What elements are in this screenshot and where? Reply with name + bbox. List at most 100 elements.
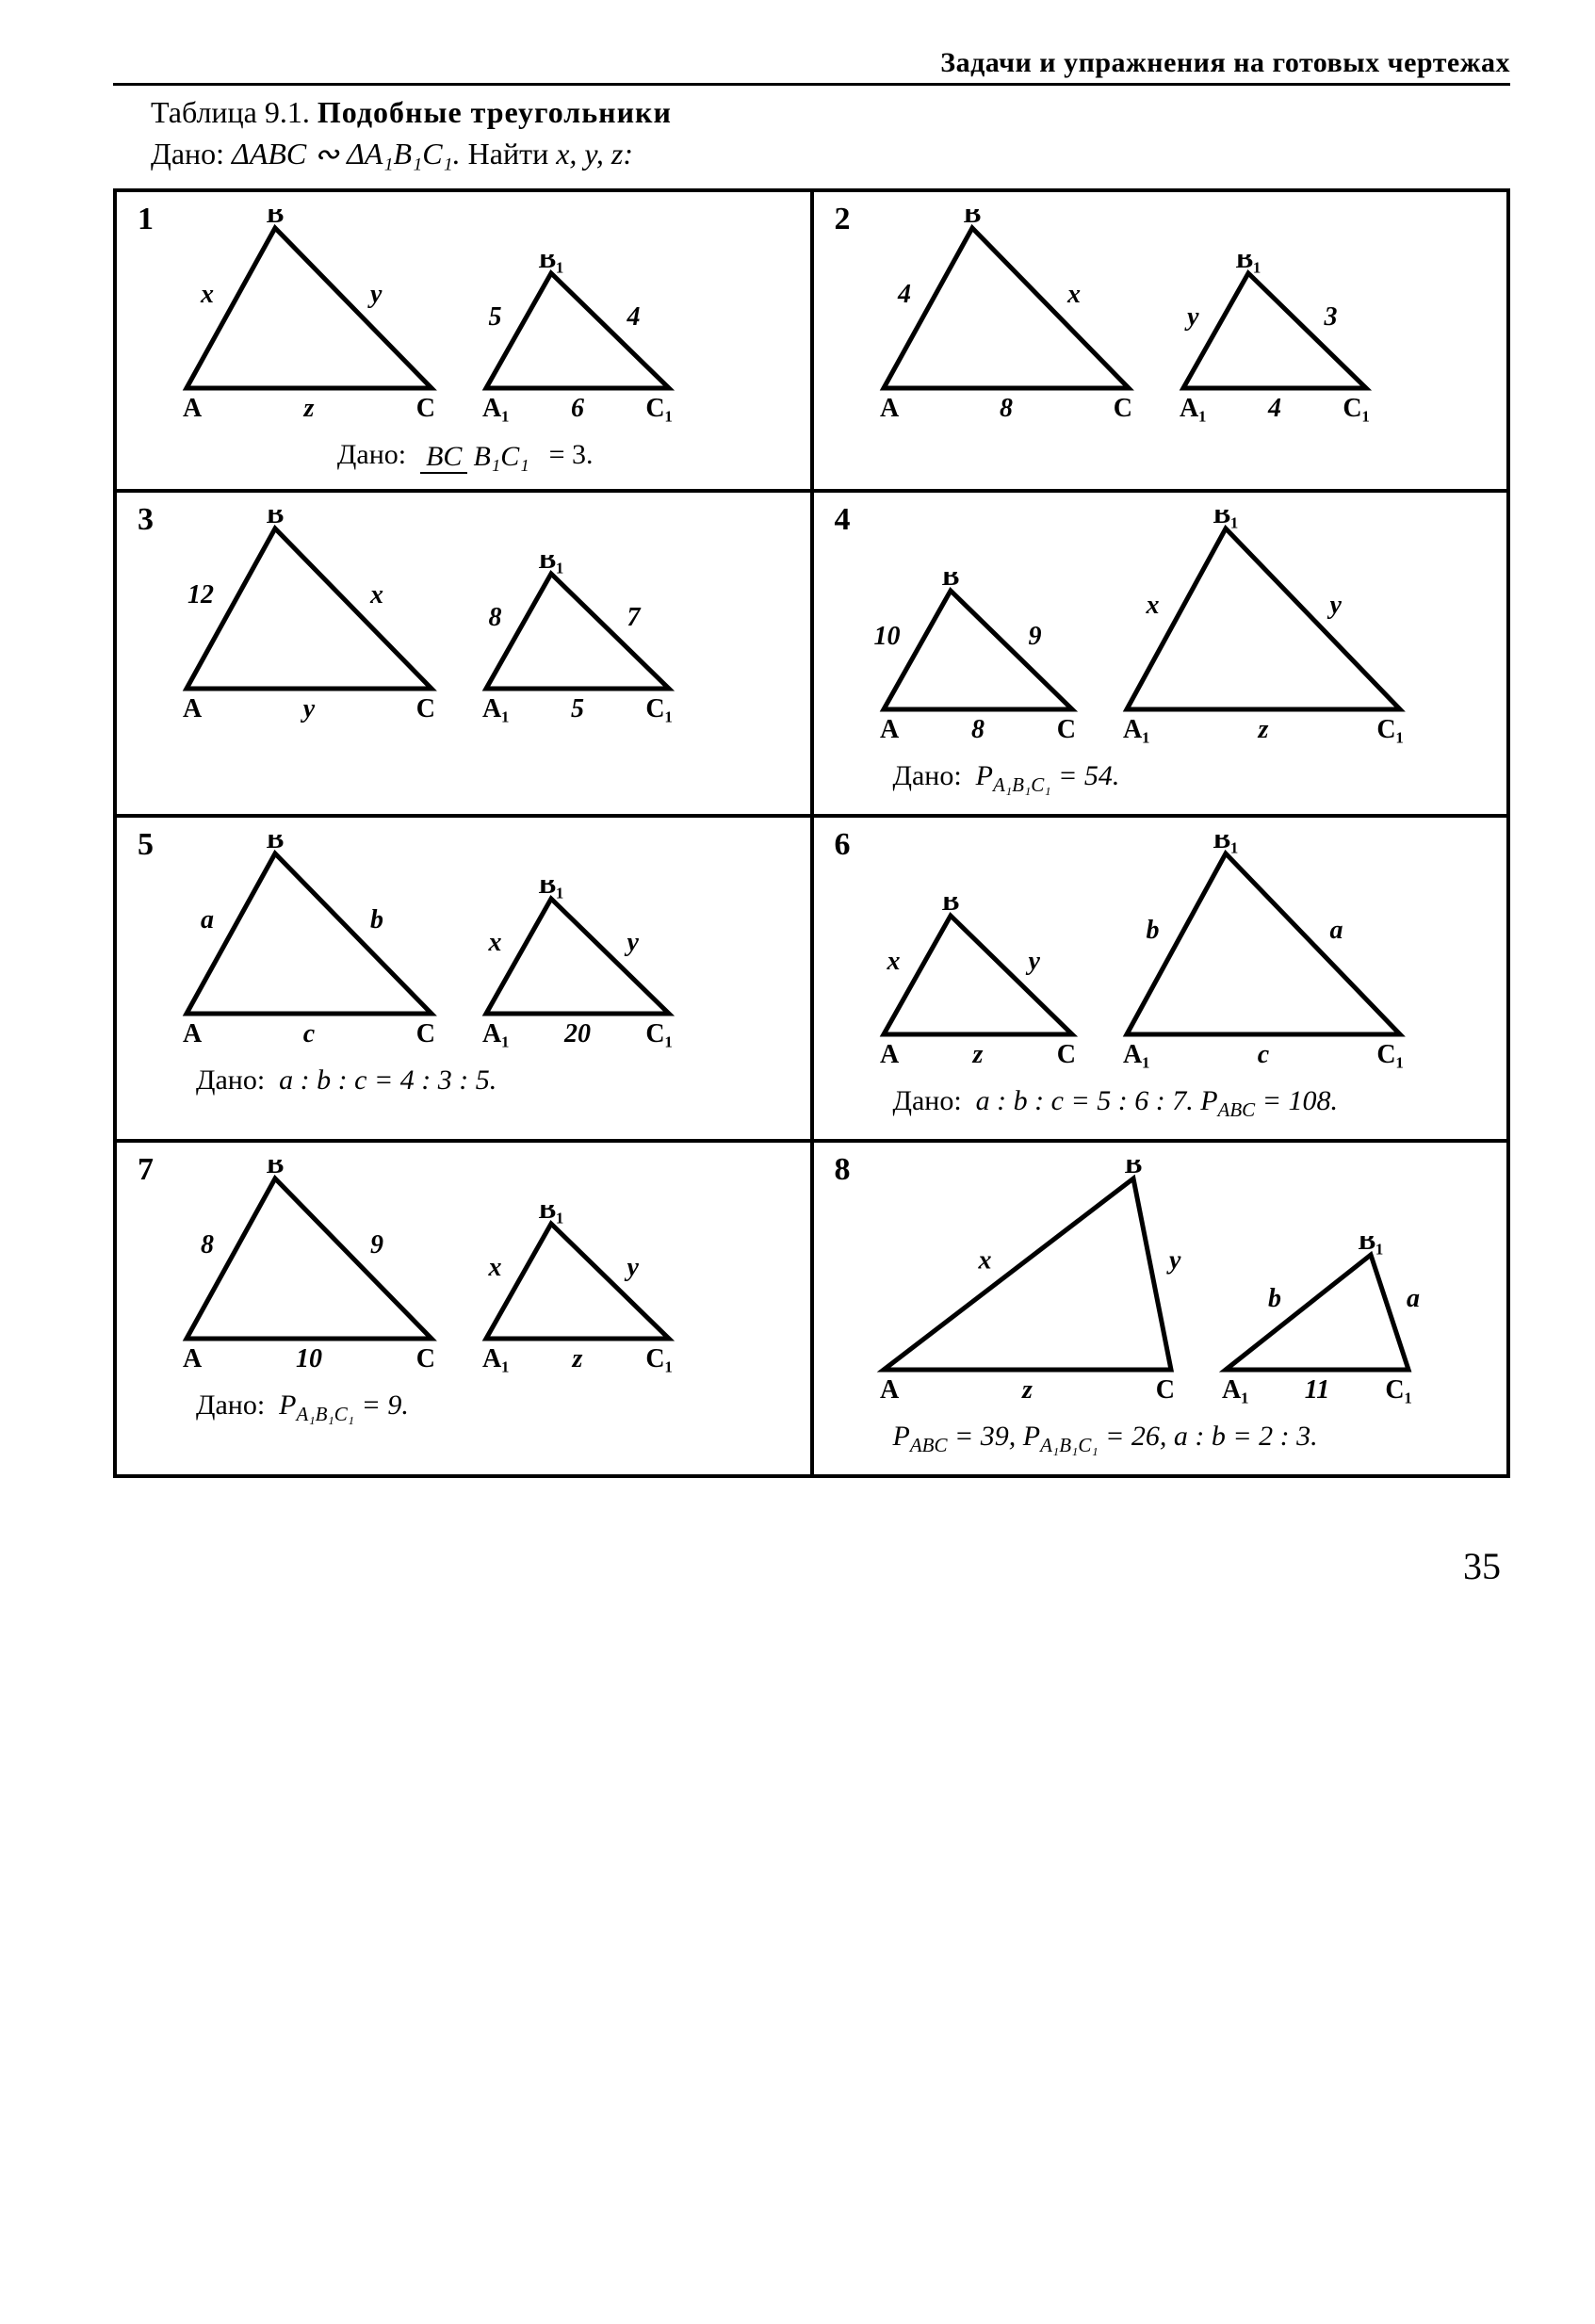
svg-text:20: 20	[563, 1019, 591, 1048]
svg-text:x: x	[1145, 591, 1159, 620]
svg-text:6: 6	[571, 394, 584, 423]
triangle-figure: A₁B₁C₁875	[467, 555, 688, 728]
svg-text:z: z	[971, 1040, 983, 1069]
svg-text:B: B	[267, 1160, 285, 1179]
svg-text:C₁: C₁	[645, 1019, 673, 1048]
svg-text:b: b	[370, 905, 383, 934]
problem-number: 8	[835, 1152, 851, 1188]
condition: Дано: a : b : c = 5 : 6 : 7. PABC = 108.	[893, 1085, 1489, 1122]
svg-text:A₁: A₁	[1123, 715, 1150, 744]
problem-number: 2	[835, 202, 851, 237]
svg-text:8: 8	[489, 603, 502, 632]
svg-text:a: a	[1407, 1284, 1420, 1313]
svg-text:b: b	[1268, 1284, 1281, 1313]
svg-text:z: z	[1257, 715, 1268, 744]
svg-text:B₁: B₁	[538, 555, 563, 575]
svg-text:A₁: A₁	[482, 1019, 510, 1048]
svg-text:z: z	[303, 394, 315, 423]
triangle-figure: A₁B₁C₁xyz	[1108, 510, 1419, 749]
problem-cell-3: 3ABC12xyA₁B₁C₁875	[115, 491, 812, 816]
svg-text:a: a	[201, 905, 214, 934]
problem-number: 5	[138, 827, 154, 863]
problem-cell-4: 4ABC1098A₁B₁C₁xyzДано: PA₁B₁C₁ = 54.	[812, 491, 1509, 816]
condition: PABC = 39, PA₁B₁C₁ = 26, a : b = 2 : 3.	[893, 1421, 1489, 1457]
svg-text:A: A	[183, 694, 203, 723]
problem-cell-5: 5ABCabcA₁B₁C₁xy20Дано: a : b : c = 4 : 3…	[115, 816, 812, 1141]
svg-text:A: A	[880, 394, 900, 423]
find-prefix: Найти	[468, 137, 549, 171]
page-number: 35	[113, 1544, 1510, 1588]
svg-text:c: c	[303, 1019, 316, 1048]
triangle-figure: ABC8910	[168, 1160, 450, 1378]
problem-number: 4	[835, 502, 851, 538]
svg-text:B₁: B₁	[538, 880, 563, 900]
svg-text:C₁: C₁	[1376, 1040, 1404, 1069]
svg-text:5: 5	[489, 302, 502, 332]
table-name: Подобные треугольники	[317, 95, 672, 129]
svg-text:A: A	[880, 715, 900, 744]
svg-text:A: A	[183, 394, 203, 423]
svg-text:A₁: A₁	[1222, 1375, 1249, 1405]
triangle-figure: A₁ B₁ C₁ b a 11	[1207, 1236, 1427, 1409]
svg-text:C₁: C₁	[645, 1344, 673, 1373]
triangle-figure: A₁B₁C₁546	[467, 254, 688, 428]
figure-wrap: ABCxyzA₁B₁C₁546	[168, 209, 791, 428]
condition: Дано: a : b : c = 4 : 3 : 5.	[196, 1064, 791, 1097]
find-vars: x, y, z:	[556, 137, 633, 171]
svg-text:A₁: A₁	[1180, 394, 1207, 423]
svg-text:C₁: C₁	[1376, 715, 1404, 744]
condition: Дано: PA₁B₁C₁ = 54.	[893, 760, 1489, 797]
svg-text:11: 11	[1304, 1375, 1328, 1405]
triangle-figure: A₁B₁C₁bac	[1108, 835, 1419, 1074]
given-body: ΔABC ∾ ΔA₁B₁C₁.	[232, 137, 461, 171]
svg-text:4: 4	[627, 302, 641, 332]
triangle-figure: ABCxyz	[865, 1160, 1190, 1409]
figure-wrap: ABC12xyA₁B₁C₁875	[168, 510, 791, 728]
svg-text:C₁: C₁	[1385, 1375, 1412, 1405]
problem-number: 3	[138, 502, 154, 538]
triangle-figure: ABC1098	[865, 572, 1091, 749]
svg-text:C₁: C₁	[1343, 394, 1370, 423]
svg-text:4: 4	[897, 280, 911, 309]
svg-text:z: z	[1021, 1375, 1033, 1405]
svg-text:B₁: B₁	[1213, 510, 1238, 529]
svg-text:B: B	[1124, 1160, 1142, 1179]
svg-text:C: C	[416, 1344, 435, 1373]
triangle-figure: A₁B₁C₁xy20	[467, 880, 688, 1053]
svg-text:A₁: A₁	[482, 394, 510, 423]
svg-text:x: x	[200, 280, 214, 309]
svg-text:B: B	[941, 897, 959, 917]
problem-number: 1	[138, 202, 154, 237]
problems-grid: 1ABCxyzA₁B₁C₁546Дано: BCB₁C₁ = 3. 2ABC4x…	[113, 188, 1510, 1478]
svg-text:B: B	[267, 835, 285, 854]
svg-text:8: 8	[1000, 394, 1013, 423]
svg-text:B₁: B₁	[538, 1205, 563, 1225]
svg-text:C: C	[416, 694, 435, 723]
svg-text:x: x	[1066, 280, 1081, 309]
figure-wrap: ABC8910A₁B₁C₁xyz	[168, 1160, 791, 1378]
svg-text:A₁: A₁	[482, 1344, 510, 1373]
svg-text:A₁: A₁	[482, 694, 510, 723]
figure-wrap: ABCabcA₁B₁C₁xy20	[168, 835, 791, 1053]
triangle-figure: A₁B₁C₁xyz	[467, 1205, 688, 1378]
svg-text:8: 8	[971, 715, 985, 744]
problem-cell-6: 6ABCxyzA₁B₁C₁bacДано: a : b : c = 5 : 6 …	[812, 816, 1509, 1141]
svg-text:B₁: B₁	[1358, 1236, 1383, 1256]
problem-cell-7: 7ABC8910A₁B₁C₁xyzДано: PA₁B₁C₁ = 9.	[115, 1141, 812, 1476]
table-number: Таблица 9.1.	[151, 95, 310, 129]
svg-text:7: 7	[627, 603, 642, 632]
svg-text:A: A	[183, 1344, 203, 1373]
svg-text:x: x	[886, 947, 900, 976]
figure-wrap: ABCxyzA₁B₁C₁bac	[865, 835, 1489, 1074]
svg-text:B₁: B₁	[538, 254, 563, 274]
table-title: Таблица 9.1. Подобные треугольники	[151, 95, 1510, 130]
svg-text:y: y	[1166, 1245, 1181, 1275]
svg-text:9: 9	[1028, 622, 1041, 651]
svg-text:b: b	[1146, 916, 1159, 945]
given-prefix: Дано:	[151, 137, 224, 171]
global-given: Дано: ΔABC ∾ ΔA₁B₁C₁. Найти x, y, z:	[151, 136, 1510, 171]
svg-text:10: 10	[296, 1344, 322, 1373]
svg-text:C: C	[1056, 715, 1075, 744]
triangle-figure: ABCxyz	[168, 209, 450, 428]
svg-text:4: 4	[1267, 394, 1281, 423]
